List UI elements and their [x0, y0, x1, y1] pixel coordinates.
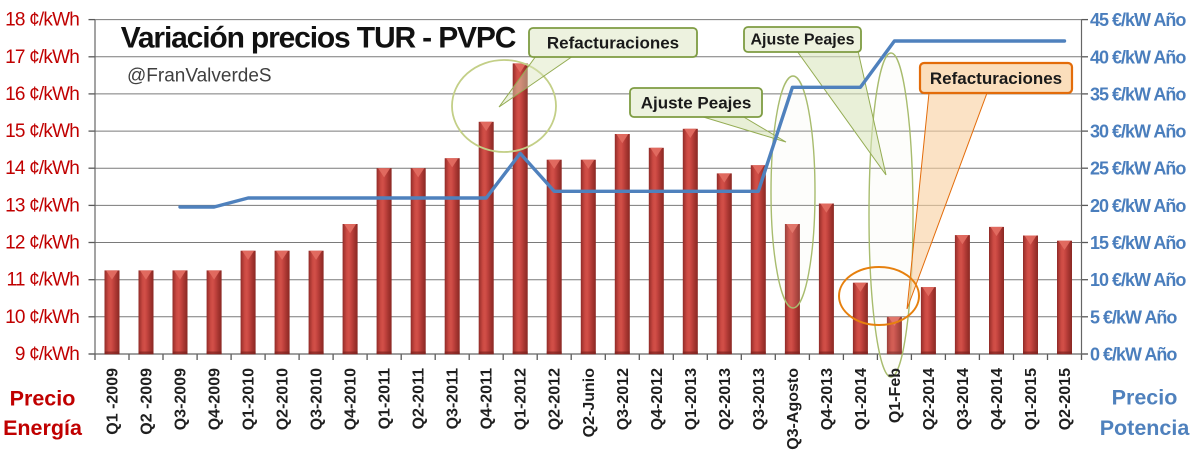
svg-text:Q2-2015: Q2-2015 [1057, 368, 1074, 430]
svg-text:Q2-2014: Q2-2014 [921, 368, 938, 430]
svg-text:Q1-Feb: Q1-Feb [887, 368, 904, 423]
svg-text:25 €/kW Año: 25 €/kW Año [1090, 159, 1186, 179]
svg-text:Q2-Junio: Q2-Junio [581, 368, 598, 438]
svg-text:Q3-2013: Q3-2013 [751, 368, 768, 430]
svg-text:14 ¢/kWh: 14 ¢/kWh [5, 158, 79, 179]
svg-text:Ajuste Peajes: Ajuste Peajes [641, 94, 752, 113]
svg-text:Energía: Energía [3, 416, 83, 440]
svg-text:10 ¢/kWh: 10 ¢/kWh [5, 307, 79, 328]
svg-text:Q1-2010: Q1-2010 [241, 368, 258, 430]
svg-text:Q4-2014: Q4-2014 [989, 368, 1006, 430]
svg-text:13 ¢/kWh: 13 ¢/kWh [5, 195, 79, 216]
svg-text:Q1 -2009: Q1 -2009 [105, 368, 122, 435]
svg-text:5 €/kW Año: 5 €/kW Año [1090, 307, 1177, 327]
svg-text:Q3-Agosto: Q3-Agosto [785, 368, 802, 450]
svg-text:Q3-2011: Q3-2011 [445, 368, 462, 429]
svg-text:17 ¢/kWh: 17 ¢/kWh [5, 47, 79, 68]
svg-text:Potencia: Potencia [1100, 416, 1191, 440]
svg-text:Q4-2012: Q4-2012 [649, 368, 666, 430]
svg-text:@FranValverdeS: @FranValverdeS [127, 66, 272, 87]
svg-text:Precio: Precio [1112, 386, 1178, 410]
svg-text:Q2-2013: Q2-2013 [717, 368, 734, 430]
svg-text:Refacturaciones: Refacturaciones [547, 34, 679, 53]
svg-text:Q2-2010: Q2-2010 [275, 368, 292, 430]
svg-text:Q1-2011: Q1-2011 [377, 368, 394, 429]
svg-text:11 ¢/kWh: 11 ¢/kWh [7, 270, 80, 291]
svg-text:Ajuste Peajes: Ajuste Peajes [750, 32, 854, 49]
svg-text:Q4-2009: Q4-2009 [207, 368, 224, 430]
svg-text:Q3-2009: Q3-2009 [173, 368, 190, 430]
svg-text:40 €/kW Año: 40 €/kW Año [1090, 47, 1186, 67]
svg-text:30 €/kW Año: 30 €/kW Año [1090, 122, 1186, 142]
svg-text:Q2 -2009: Q2 -2009 [139, 368, 156, 435]
svg-text:Q1-2012: Q1-2012 [513, 368, 530, 430]
svg-text:35 €/kW Año: 35 €/kW Año [1090, 84, 1186, 104]
svg-text:Q3-2014: Q3-2014 [955, 368, 972, 430]
svg-text:Q1-2015: Q1-2015 [1023, 368, 1040, 430]
svg-text:12 ¢/kWh: 12 ¢/kWh [5, 233, 79, 254]
svg-text:45 €/kW Año: 45 €/kW Año [1090, 10, 1186, 30]
svg-text:9 ¢/kWh: 9 ¢/kWh [15, 344, 79, 365]
svg-text:Q2-2011: Q2-2011 [411, 368, 428, 429]
svg-text:Precio: Precio [10, 386, 76, 410]
svg-text:10 €/kW Año: 10 €/kW Año [1090, 270, 1186, 290]
svg-text:20 €/kW Año: 20 €/kW Año [1090, 196, 1186, 216]
svg-text:Q4-2011: Q4-2011 [479, 368, 496, 429]
svg-text:Refacturaciones: Refacturaciones [930, 69, 1062, 88]
svg-text:16 ¢/kWh: 16 ¢/kWh [5, 84, 79, 105]
svg-text:Q3-2010: Q3-2010 [309, 368, 326, 430]
svg-text:Q2-2012: Q2-2012 [547, 368, 564, 430]
svg-text:0 €/kW Año: 0 €/kW Año [1090, 345, 1177, 365]
svg-text:Q1-2013: Q1-2013 [683, 368, 700, 430]
svg-text:Q3-2012: Q3-2012 [615, 368, 632, 430]
svg-text:15 €/kW Año: 15 €/kW Año [1090, 233, 1186, 253]
svg-text:Variación precios TUR - PVPC: Variación precios TUR - PVPC [121, 22, 516, 55]
svg-text:18 ¢/kWh: 18 ¢/kWh [5, 10, 79, 31]
svg-text:Q4-2013: Q4-2013 [819, 368, 836, 430]
svg-text:Q1-2014: Q1-2014 [853, 368, 870, 430]
svg-text:Q4-2010: Q4-2010 [343, 368, 360, 430]
svg-text:15 ¢/kWh: 15 ¢/kWh [5, 121, 79, 142]
